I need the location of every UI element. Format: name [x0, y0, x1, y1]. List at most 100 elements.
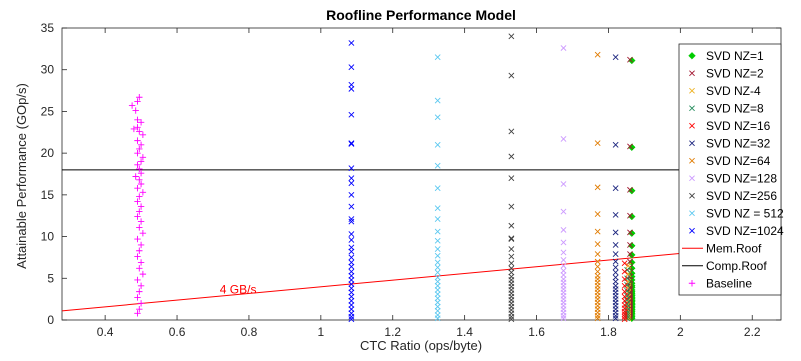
series-svd-nz-1024	[348, 40, 355, 323]
data-point	[508, 203, 515, 210]
data-point	[560, 272, 567, 278]
data-point	[134, 310, 141, 317]
data-point	[134, 198, 141, 205]
data-point	[434, 162, 441, 169]
data-point	[137, 180, 145, 188]
series-svd-nz-32	[612, 54, 619, 322]
data-point	[508, 246, 515, 253]
data-point	[348, 165, 355, 172]
legend-label: Comp.Roof	[706, 259, 767, 273]
data-point	[560, 267, 567, 274]
data-point	[627, 251, 633, 258]
data-point	[134, 235, 141, 243]
data-point	[137, 282, 145, 289]
data-point	[139, 154, 147, 161]
data-point	[348, 175, 355, 182]
data-point	[612, 312, 619, 319]
data-point	[621, 293, 628, 300]
data-point	[348, 180, 355, 187]
data-point	[348, 248, 355, 255]
data-point	[434, 295, 441, 302]
legend-label: SVD NZ=32	[706, 136, 771, 150]
data-point	[434, 269, 441, 276]
roof-annotation: 4 GB/s	[220, 282, 257, 296]
legend-marker	[689, 70, 695, 77]
legend-label: SVD NZ-4	[706, 84, 761, 98]
data-point	[137, 203, 145, 210]
data-point	[434, 303, 441, 310]
data-point	[594, 263, 601, 270]
x-axis-label: CTC Ratio (ops/byte)	[360, 338, 482, 353]
data-point	[434, 278, 441, 285]
data-point	[134, 98, 141, 105]
data-point	[132, 173, 139, 180]
data-point	[134, 294, 141, 301]
data-point	[612, 278, 619, 285]
data-point	[621, 276, 628, 283]
data-point	[137, 158, 145, 165]
y-tick-label: 20	[41, 146, 55, 160]
data-point	[627, 212, 633, 219]
y-tick-label: 15	[41, 188, 55, 202]
data-point	[508, 235, 515, 242]
data-point	[137, 241, 145, 249]
data-point	[560, 262, 567, 269]
legend-marker	[689, 227, 695, 234]
data-point	[348, 85, 355, 92]
data-point	[348, 285, 355, 292]
data-point	[560, 208, 567, 215]
data-point	[134, 276, 141, 284]
data-point	[137, 218, 145, 225]
data-point	[508, 269, 515, 276]
x-tick-label: 0.8	[241, 325, 258, 339]
series-svd-nz-256	[508, 33, 515, 323]
data-point	[348, 272, 355, 279]
data-point	[136, 208, 143, 215]
data-point	[434, 252, 441, 259]
data-point	[625, 262, 632, 269]
data-point	[594, 258, 601, 265]
data-point	[612, 269, 619, 276]
data-point	[348, 40, 355, 46]
data-point	[348, 297, 355, 304]
legend-marker	[689, 87, 695, 94]
data-point	[434, 114, 441, 121]
data-point	[136, 193, 143, 200]
x-tick-label: 1.6	[528, 325, 545, 339]
data-point	[560, 181, 567, 187]
data-point	[560, 249, 567, 256]
data-point	[136, 265, 143, 272]
series-svd-nz-512	[434, 54, 441, 322]
data-point	[560, 136, 567, 142]
data-point	[625, 271, 632, 278]
data-point	[594, 241, 601, 247]
legend-label: SVD NZ = 512	[706, 206, 784, 220]
data-point	[612, 251, 619, 258]
legend-box	[678, 43, 782, 296]
data-point	[136, 176, 143, 184]
data-point	[508, 236, 515, 242]
legend-label: SVD NZ=1024	[706, 224, 784, 238]
data-point	[348, 302, 355, 308]
data-point	[134, 184, 141, 192]
x-tick-label: 0.6	[169, 325, 186, 339]
data-point	[348, 64, 355, 71]
data-point	[594, 268, 601, 275]
legend-marker	[689, 122, 695, 129]
data-point	[594, 228, 601, 235]
data-point	[560, 257, 567, 263]
data-point	[348, 289, 355, 296]
data-point	[136, 288, 143, 295]
data-point	[560, 239, 567, 246]
data-point	[621, 316, 628, 323]
data-point	[137, 141, 145, 148]
data-point	[348, 268, 355, 275]
data-point	[137, 259, 145, 266]
data-point	[560, 45, 567, 51]
data-point	[139, 230, 147, 237]
legend-label: SVD NZ=128	[706, 171, 777, 185]
data-point	[594, 140, 601, 147]
x-tick-label: 1	[317, 325, 324, 339]
y-tick-label: 30	[41, 63, 55, 77]
data-point	[434, 307, 441, 314]
